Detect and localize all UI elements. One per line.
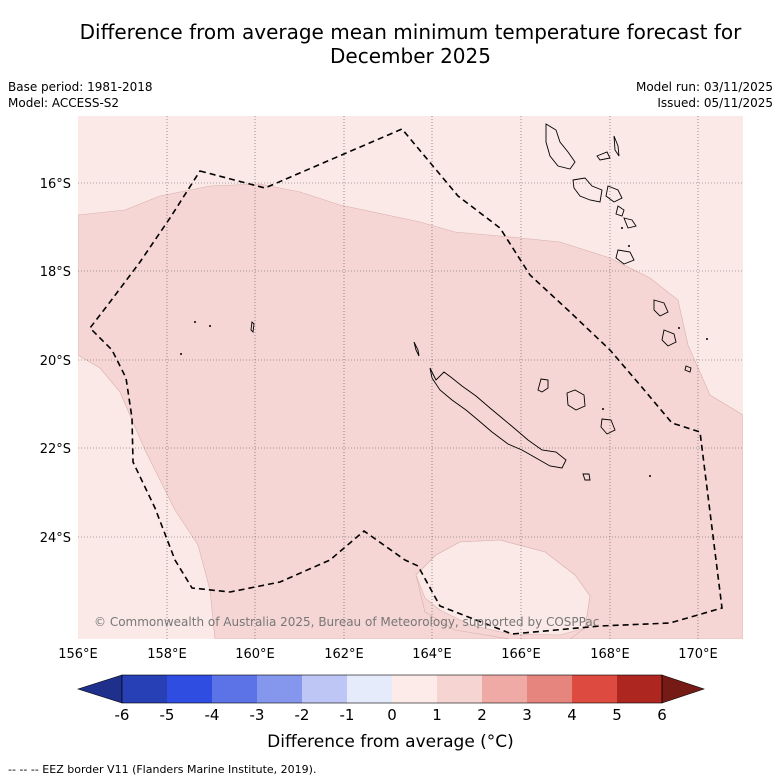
colorbar-bin-0-1 <box>392 675 437 703</box>
tanna <box>615 249 635 265</box>
lon-tick-158: 158°E <box>147 647 187 662</box>
colorbar-bin-2-3 <box>482 675 527 703</box>
meta-right: Model run: 03/11/2025 Issued: 05/11/2025 <box>636 79 773 111</box>
ambae <box>596 151 611 161</box>
pentecost <box>605 185 623 203</box>
colorbar-tick: -6 <box>115 706 130 724</box>
colorbar-tick: -4 <box>205 706 220 724</box>
colorbar-tick: -3 <box>250 706 265 724</box>
colorbar-bin-m1-0 <box>347 675 392 703</box>
colorbar-tick: 5 <box>612 706 622 724</box>
lat-tick-24s: 24°S <box>40 531 71 546</box>
eez-legend: -- -- -- EEZ border V11 (Flanders Marine… <box>8 763 317 776</box>
mare <box>600 418 616 435</box>
colorbar-tick: -2 <box>295 706 310 724</box>
anomaly-0-1-patch <box>415 539 591 636</box>
lon-tick-156: 156°E <box>58 647 98 662</box>
colorbar-tick: 4 <box>567 706 577 724</box>
chesterfield-reef <box>250 321 255 333</box>
lat-tick-16s: 16°S <box>40 177 71 192</box>
ouvea <box>537 378 549 393</box>
new-caledonia-mainland <box>429 367 567 469</box>
colorbar <box>77 674 705 704</box>
maewo <box>613 135 620 157</box>
lat-tick-labels: 16°S 18°S 20°S 22°S 24°S <box>40 177 71 546</box>
chart-title: Difference from average mean minimum tem… <box>0 20 781 68</box>
copyright-text: © Commonwealth of Australia 2025, Bureau… <box>94 615 599 629</box>
lon-tick-labels: 156°E 158°E 160°E 162°E 164°E 166°E 168°… <box>58 647 718 662</box>
colorbar-bin-4-5 <box>572 675 617 703</box>
hunter-island-group <box>661 329 677 347</box>
colorbar-tick-labels: -6 -5 -4 -3 -2 -1 0 1 2 3 4 5 6 <box>115 706 667 724</box>
colorbar-bin-5-6 <box>617 675 662 703</box>
anomaly-1-2-region <box>78 183 743 639</box>
espiritu-santo <box>545 123 576 170</box>
colorbar-bin-m5-m4 <box>167 675 212 703</box>
base-period: Base period: 1981-2018 <box>8 80 153 94</box>
title-line-2: December 2025 <box>330 44 491 68</box>
lat-tick-20s: 20°S <box>40 354 71 369</box>
small-islets <box>180 227 708 477</box>
colorbar-bin-m4-m3 <box>212 675 257 703</box>
erromango <box>623 217 637 229</box>
isle-of-pines <box>582 473 591 481</box>
colorbar-bin-m3-m2 <box>257 675 302 703</box>
colorbar-tick: -5 <box>160 706 175 724</box>
colorbar-tick: -1 <box>340 706 355 724</box>
lon-tick-168: 168°E <box>590 647 630 662</box>
colorbar-bin-3-4 <box>527 675 572 703</box>
lon-tick-162: 162°E <box>324 647 364 662</box>
colorbar-bin-1-2 <box>437 675 482 703</box>
coastlines <box>250 123 692 481</box>
efate <box>615 205 625 217</box>
lat-tick-18s: 18°S <box>40 265 71 280</box>
issued-date: Issued: 05/11/2025 <box>657 96 773 110</box>
colorbar-tick: 3 <box>522 706 532 724</box>
map-area: © Commonwealth of Australia 2025, Bureau… <box>78 116 743 639</box>
malakula <box>572 177 603 203</box>
model-run: Model run: 03/11/2025 <box>635 80 773 94</box>
walpole-island <box>684 365 692 373</box>
meta-left: Base period: 1981-2018 Model: ACCESS-S2 <box>8 79 153 111</box>
title-line-1: Difference from average mean minimum tem… <box>79 20 742 44</box>
colorbar-tick: 6 <box>657 706 667 724</box>
lon-tick-166: 166°E <box>501 647 541 662</box>
lon-tick-170: 170°E <box>678 647 718 662</box>
colorbar-outline <box>121 674 663 704</box>
colorbar-extend-high <box>661 674 705 704</box>
lon-tick-164: 164°E <box>412 647 452 662</box>
belep-islands <box>413 341 420 357</box>
eez-border <box>88 128 723 635</box>
lon-tick-160: 160°E <box>235 647 275 662</box>
colorbar-bin-m6-m5 <box>122 675 167 703</box>
colorbar-tick: 0 <box>387 706 397 724</box>
loyalty-north-island <box>653 299 669 317</box>
colorbar-bin-m2-m1 <box>302 675 347 703</box>
model-name: Model: ACCESS-S2 <box>8 96 120 110</box>
lat-tick-22s: 22°S <box>40 442 71 457</box>
lifou <box>566 389 586 411</box>
colorbar-tick: 2 <box>477 706 487 724</box>
colorbar-extend-low <box>77 674 123 704</box>
colorbar-tick: 1 <box>432 706 442 724</box>
colorbar-label: Difference from average (°C) <box>267 732 514 752</box>
